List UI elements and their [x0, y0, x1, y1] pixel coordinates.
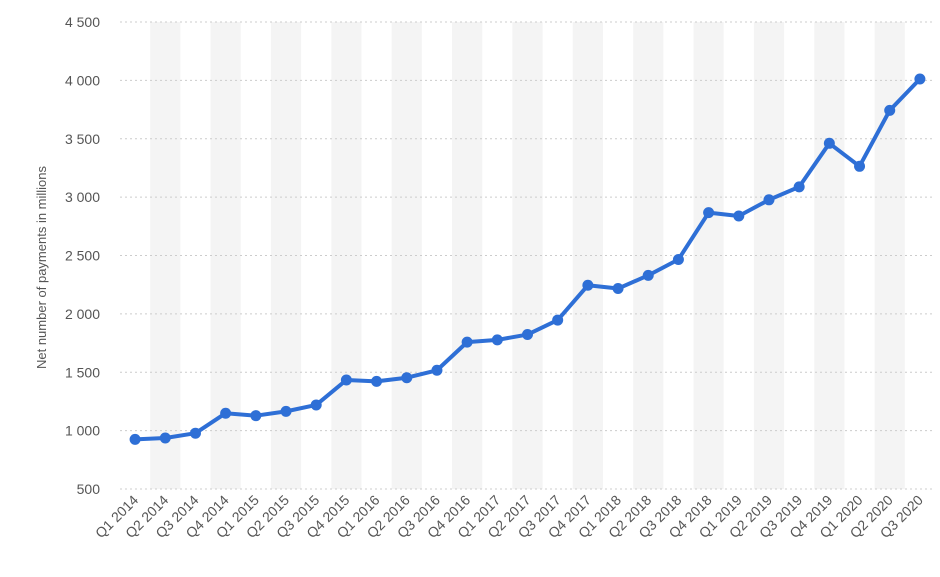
data-point[interactable]	[491, 334, 503, 346]
column-band	[814, 22, 845, 489]
column-band	[452, 22, 483, 489]
y-tick-label: 1 000	[65, 423, 100, 439]
y-tick-label: 1 500	[65, 364, 100, 380]
data-point[interactable]	[733, 210, 745, 222]
column-band	[512, 22, 543, 489]
data-point[interactable]	[642, 269, 654, 281]
data-point[interactable]	[340, 374, 352, 386]
data-point[interactable]	[854, 160, 866, 172]
data-point[interactable]	[672, 253, 684, 265]
y-tick-label: 3 500	[65, 131, 100, 147]
data-point[interactable]	[703, 207, 715, 219]
y-tick-label: 2 500	[65, 248, 100, 264]
data-point[interactable]	[250, 410, 262, 422]
data-point[interactable]	[401, 372, 413, 384]
data-point[interactable]	[461, 336, 473, 348]
column-band	[633, 22, 664, 489]
data-point[interactable]	[793, 181, 805, 193]
y-tick-label: 2 000	[65, 306, 100, 322]
series-points	[129, 73, 926, 445]
y-tick-label: 4 500	[65, 14, 100, 30]
y-tick-label: 500	[77, 481, 101, 497]
data-point[interactable]	[612, 283, 624, 295]
data-point[interactable]	[914, 73, 926, 85]
data-point[interactable]	[823, 137, 835, 149]
data-point[interactable]	[371, 375, 383, 387]
data-point[interactable]	[552, 314, 564, 326]
y-axis-label: Net number of payments in millions	[34, 165, 49, 369]
y-tick-label: 3 000	[65, 189, 100, 205]
data-point[interactable]	[189, 427, 201, 439]
data-point[interactable]	[522, 329, 533, 341]
y-tick-label: 4 000	[65, 72, 100, 88]
data-point[interactable]	[129, 433, 141, 445]
column-band	[693, 22, 724, 489]
data-point[interactable]	[220, 407, 232, 419]
data-point[interactable]	[280, 405, 292, 417]
data-point[interactable]	[582, 279, 594, 291]
data-point[interactable]	[310, 399, 322, 411]
data-point[interactable]	[884, 104, 896, 116]
column-band	[753, 22, 785, 489]
column-band	[572, 22, 603, 489]
data-point[interactable]	[431, 364, 443, 376]
y-axis-ticks: 4 500 4 000 3 500 3 000 2 500 2 000 1 500 1 000…	[65, 14, 100, 497]
data-point[interactable]	[159, 432, 171, 444]
data-point[interactable]	[763, 194, 775, 206]
gridlines	[120, 21, 935, 490]
